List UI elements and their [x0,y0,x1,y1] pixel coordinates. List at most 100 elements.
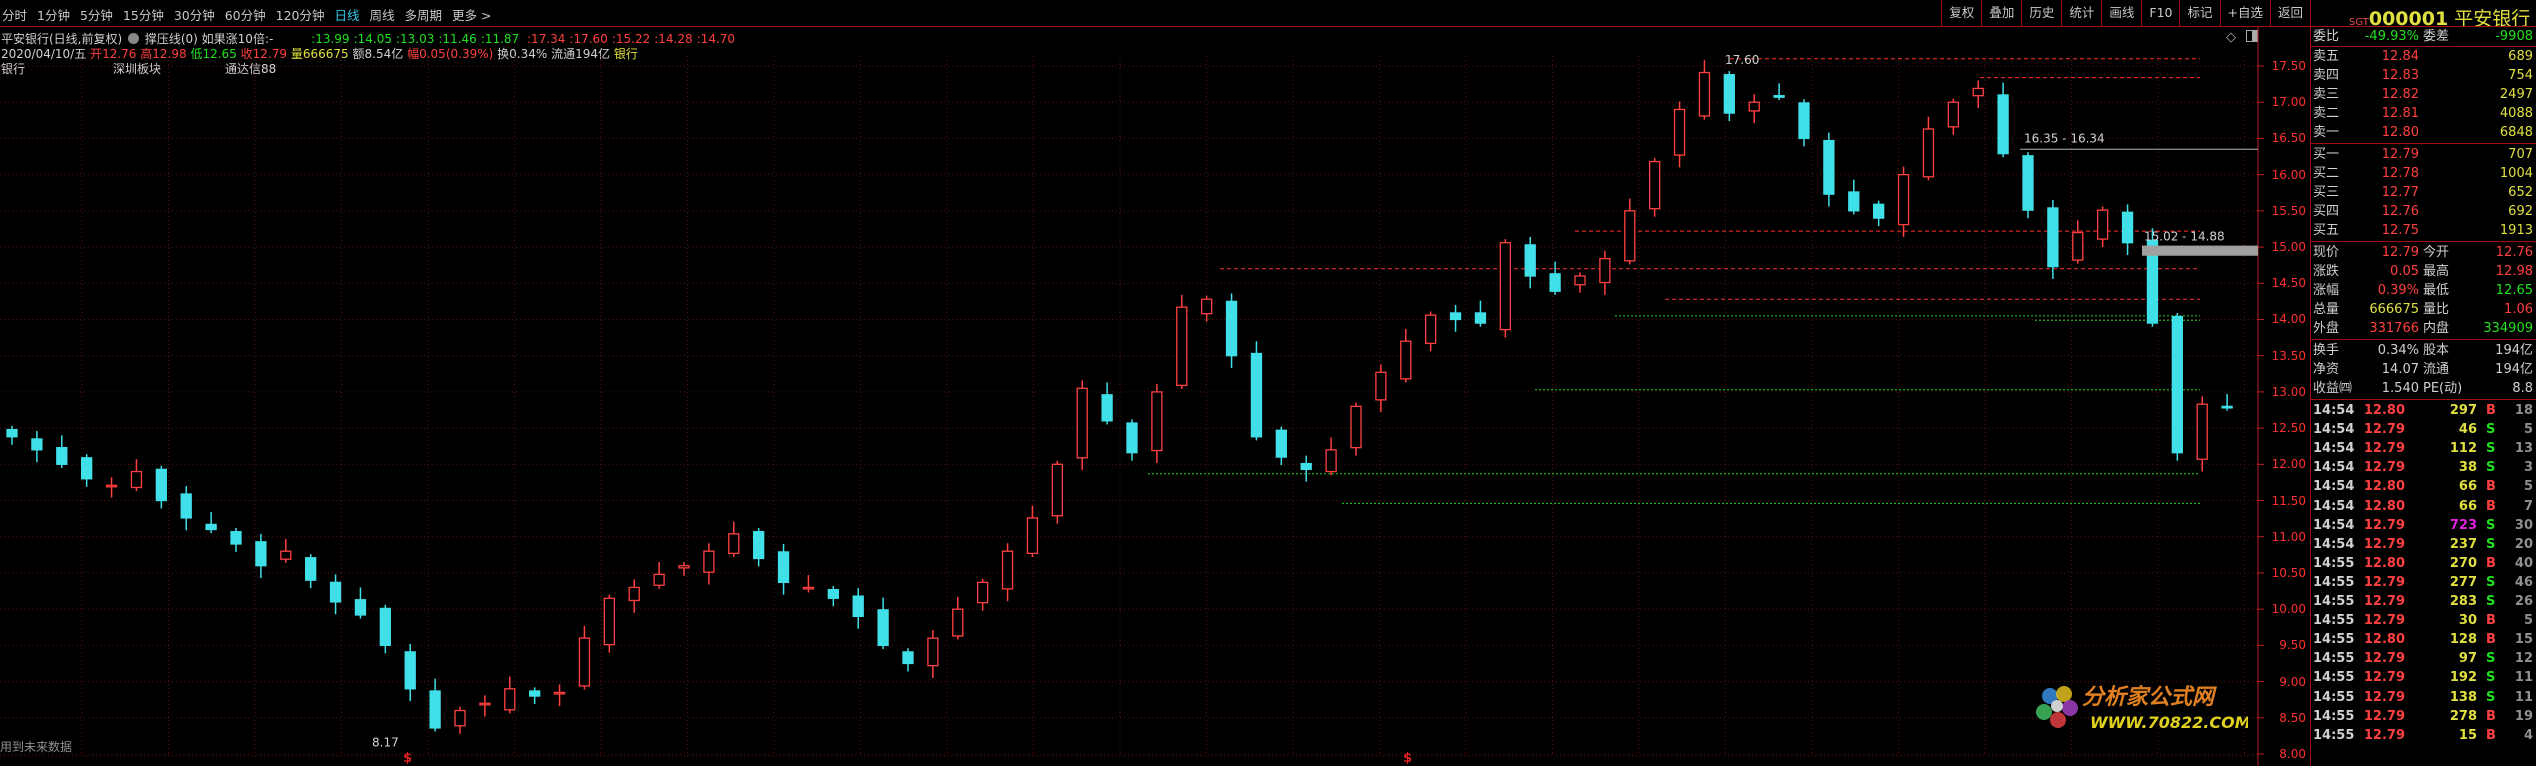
tick-count: 40 [2514,555,2533,571]
tick-count: 4 [2523,727,2533,743]
row-label: 外盘 [2313,321,2340,336]
tag-region[interactable]: 深圳板块 [113,62,162,76]
toolbar-button[interactable]: F10 [2141,0,2179,26]
toolbar-button[interactable]: 复权 [1941,0,1981,26]
open-label: 开 [90,47,103,61]
period-tab[interactable]: 多周期 [404,8,443,23]
change-label: 幅 [407,47,420,61]
tick-volume: 270 [2449,555,2477,571]
tick-volume: 128 [2449,632,2477,648]
ask-row: 卖二 12.81 4088 [2311,104,2535,123]
toolbar-button[interactable]: 返回 [2269,0,2310,26]
y-tick-label: 8.00 [2279,747,2306,761]
stat-row: 现价 12.79 今开 12.76 [2311,243,2535,262]
candle-down [1823,139,1835,195]
toolbar-button[interactable]: 历史 [2021,0,2061,26]
row-value: 12.78 [2381,166,2419,181]
tag-industry[interactable]: 银行 [1,62,26,76]
period-tab[interactable]: 120分钟 [275,8,325,23]
candle-down [1225,300,1238,357]
support-level: :11.87 [480,32,520,46]
tick-price: 12.80 [2363,555,2405,571]
row-value: 12.83 [2381,68,2419,83]
row-value-2: 12.98 [2495,264,2533,279]
tick-price: 12.79 [2363,613,2405,629]
tick-count: 5 [2523,613,2533,629]
tick-count: 15 [2514,632,2533,648]
toolbar-button[interactable]: 画线 [2101,0,2141,26]
candle-down [2221,405,2233,409]
tick-count: 3 [2523,460,2533,476]
tick-row: 14:54 12.79 723 S 30 [2311,516,2535,535]
row-label: 涨幅 [2313,283,2340,298]
candle-down [255,541,267,567]
candle-up [1425,314,1437,345]
tick-row: 14:54 12.80 66 B 5 [2311,477,2535,496]
support-level-values: :13.99:14.05:13.03:11.46:11.87 [311,32,523,46]
row-label: 买一 [2313,147,2340,162]
row-label: 收益㈣ [2313,381,2353,396]
row-label: 买四 [2313,204,2340,219]
tick-row: 14:55 12.80 270 B 40 [2311,554,2535,573]
stat-row: 涨幅 0.39% 最低 12.65 [2311,281,2535,300]
tick-side: S [2486,422,2496,438]
bid-row: 买四 12.76 692 [2311,202,2535,221]
resistance-level-values: :17.34:17.60:15.22:14.28:14.70 [527,32,739,46]
period-tab[interactable]: 分时 [2,8,28,23]
period-tab[interactable]: 日线 [334,8,360,23]
period-tab[interactable]: 更多 > [452,8,492,23]
period-tab[interactable]: 周线 [369,8,395,23]
toolbar-button[interactable]: 统计 [2061,0,2101,26]
row-value-2: 8.8 [2512,381,2533,396]
row-value-2: 1004 [2499,166,2533,181]
settings-gear-icon[interactable] [128,33,140,44]
tick-price: 12.79 [2363,441,2405,457]
row-value-2: 194亿 [2495,343,2533,358]
volume-label: 量 [290,47,303,61]
candle-down [1997,94,2009,155]
tick-side: S [2486,517,2496,533]
period-toolbar: 分时 1分钟 5分钟 15分钟 30分钟 60分钟 120分钟 日线 周线 多周期 更多 > 复权叠… [0,0,2310,27]
tick-time: 14:55 [2313,574,2355,590]
fundamental-row: 换手 0.34% 股本 194亿 [2311,341,2535,360]
candle-down [2146,239,2159,324]
tick-time: 14:54 [2313,441,2355,457]
period-tab[interactable]: 1分钟 [37,8,70,23]
indicator-name[interactable]: 撑压线(0) [144,32,198,46]
quote-panel: SGT000001 平安银行 委比 -49.93% 委差 -9908 卖五 12.… [2310,0,2536,766]
diamond-icon[interactable]: ◇ [2226,30,2236,45]
candle-down [1101,394,1113,422]
row-value: 12.79 [2381,245,2419,260]
period-tab[interactable]: 15分钟 [122,8,164,23]
toolbar-button[interactable]: +自选 [2219,0,2270,26]
y-tick-label: 13.50 [2271,348,2306,363]
candle-down [1275,429,1287,458]
toolbar-button[interactable]: 标记 [2179,0,2219,26]
period-tab[interactable]: 5分钟 [79,8,113,23]
period-tab[interactable]: 60分钟 [224,8,266,23]
candlestick-chart[interactable]: 17.60 8.17 16.35 - 16.34 15.02 - 14.88 $ $ [0,27,2310,766]
tag-concept[interactable]: 通达信88 [225,62,277,76]
row-value-2: 2497 [2499,87,2533,102]
tick-side: S [2486,651,2496,667]
tick-price: 12.80 [2363,479,2405,495]
candle-down [1549,273,1561,292]
candle-up [479,702,491,706]
sector-link[interactable]: 银行 [613,47,638,61]
candle-up [1897,173,1910,226]
candle-up [1375,371,1387,401]
tick-side: B [2486,708,2496,724]
low-value: 12.65 [202,47,237,61]
y-tick-label: 17.00 [2271,95,2306,110]
bid-row: 买五 12.75 1913 [2311,221,2535,240]
candle-up [504,688,516,711]
y-tick-label: 12.50 [2271,421,2306,436]
row-value: 12.82 [2381,87,2419,102]
candle-up [1076,387,1088,459]
toolbar-button[interactable]: 叠加 [1981,0,2021,26]
y-tick-label: 14.00 [2271,312,2306,327]
tick-volume: 66 [2458,479,2477,495]
tick-price: 12.79 [2363,727,2405,743]
period-tab[interactable]: 30分钟 [173,8,215,23]
float-value: 流通194亿 [551,47,610,61]
